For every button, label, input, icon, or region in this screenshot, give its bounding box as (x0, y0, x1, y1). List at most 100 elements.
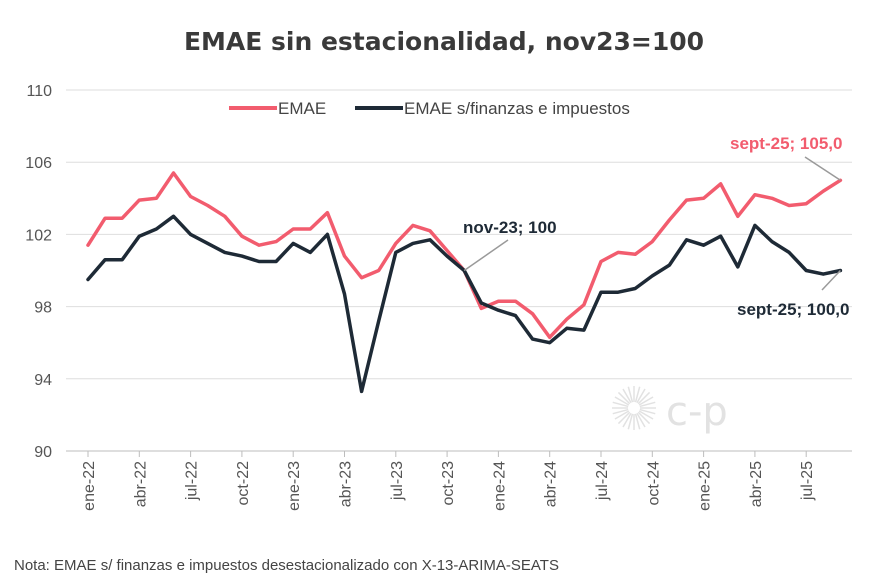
x-tick-label: abr-22 (132, 461, 149, 507)
data-point (531, 337, 534, 341)
series-line-0 (86, 171, 843, 340)
data-point (240, 254, 244, 258)
data-point (616, 251, 620, 254)
data-point (668, 218, 671, 222)
data-point (565, 318, 568, 321)
data-point (309, 251, 312, 254)
watermark-sun-icon (612, 386, 656, 430)
watermark-ray (636, 412, 646, 428)
data-point (770, 197, 774, 200)
data-point (770, 240, 774, 243)
watermark-ray (639, 408, 656, 415)
data-point (616, 290, 620, 294)
series-line-1 (86, 214, 843, 394)
legend-label-emae: EMAE (278, 99, 326, 118)
data-point (753, 193, 757, 196)
x-tick-label: abr-25 (748, 461, 765, 507)
chart-title: EMAE sin estacionalidad, nov23=100 (184, 27, 704, 56)
watermark-ray (638, 396, 654, 406)
annotation-leader-sept25-emae-sf (821, 269, 841, 291)
data-point (787, 251, 791, 254)
data-point (103, 216, 107, 220)
data-point (787, 204, 791, 207)
data-point (86, 244, 90, 247)
watermark-ray (637, 391, 651, 405)
data-point (172, 215, 175, 218)
x-tick-label: oct-22 (235, 461, 252, 506)
data-point (86, 278, 90, 281)
data-point (138, 198, 141, 202)
watermark-ray (612, 408, 629, 415)
data-point (668, 263, 671, 267)
data-point (634, 253, 637, 256)
data-point (702, 197, 705, 200)
data-point (189, 233, 192, 236)
x-tick-label: jul-25 (799, 461, 816, 501)
data-point (292, 242, 295, 245)
data-point (343, 254, 346, 258)
data-point (223, 251, 226, 254)
data-point (822, 189, 825, 193)
watermark-ray (636, 388, 646, 404)
x-tick-label: jul-22 (184, 461, 201, 501)
x-tick-label: oct-23 (440, 461, 457, 506)
data-point (172, 171, 175, 175)
y-tick-label: 90 (34, 444, 52, 461)
data-point (531, 312, 534, 316)
data-point (445, 249, 449, 252)
annotations: sept-25; 105,0 nov-23; 100 sept-25; 100,… (463, 134, 849, 319)
legend: EMAE EMAE s/finanzas e impuestos (229, 99, 630, 118)
x-tick-label: ene-23 (286, 461, 303, 511)
data-point (257, 260, 261, 263)
watermark-ray (617, 411, 631, 425)
y-tick-label: 110 (26, 83, 52, 100)
data-point (394, 251, 397, 254)
annotation-sept25-emae-sf: sept-25; 100,0 (737, 300, 849, 319)
x-tick-label: abr-23 (338, 461, 355, 507)
watermark-ray (622, 388, 632, 404)
x-tick-label: abr-24 (543, 461, 560, 507)
watermark-ray (627, 413, 634, 430)
watermark-ray (622, 412, 632, 428)
data-point (326, 233, 329, 236)
data-point (155, 197, 158, 200)
data-point (240, 235, 244, 238)
data-point (599, 290, 603, 294)
data-point (497, 299, 500, 303)
data-point (309, 227, 312, 231)
data-point (514, 299, 517, 303)
data-point (805, 202, 808, 205)
data-point (685, 198, 688, 202)
data-point (292, 227, 295, 231)
watermark-ray (637, 411, 651, 425)
y-tick-label: 106 (25, 155, 52, 172)
data-point (736, 265, 739, 269)
data-point (582, 328, 586, 332)
data-point (121, 258, 124, 261)
data-point (377, 269, 380, 272)
data-point (138, 235, 141, 238)
data-point (343, 292, 346, 296)
watermark-ray (634, 386, 641, 403)
annotation-sept25-emae: sept-25; 105,0 (730, 134, 842, 153)
data-point (651, 274, 654, 278)
legend-label-emae-sf: EMAE s/finanzas e impuestos (404, 99, 630, 118)
x-tick-label: jul-24 (594, 461, 611, 501)
y-tick-label: 98 (34, 300, 52, 317)
annotation-nov23: nov-23; 100 (463, 218, 557, 237)
watermark-ray (638, 410, 654, 420)
data-point (702, 244, 705, 247)
data-point (377, 319, 380, 323)
data-point (428, 238, 432, 242)
watermark-text: c-p (666, 389, 728, 435)
data-point (326, 211, 329, 214)
watermark-ray (639, 401, 656, 408)
x-axis: ene-22 abr-22 jul-22 oct-22 ene-23 abr-23 jul-… (81, 451, 816, 511)
watermark-ray (627, 386, 634, 403)
data-point (189, 195, 192, 198)
data-point (548, 336, 551, 339)
y-axis: 110 106 102 98 94 90 (25, 83, 52, 461)
data-point (428, 229, 432, 232)
data-point (155, 227, 158, 231)
